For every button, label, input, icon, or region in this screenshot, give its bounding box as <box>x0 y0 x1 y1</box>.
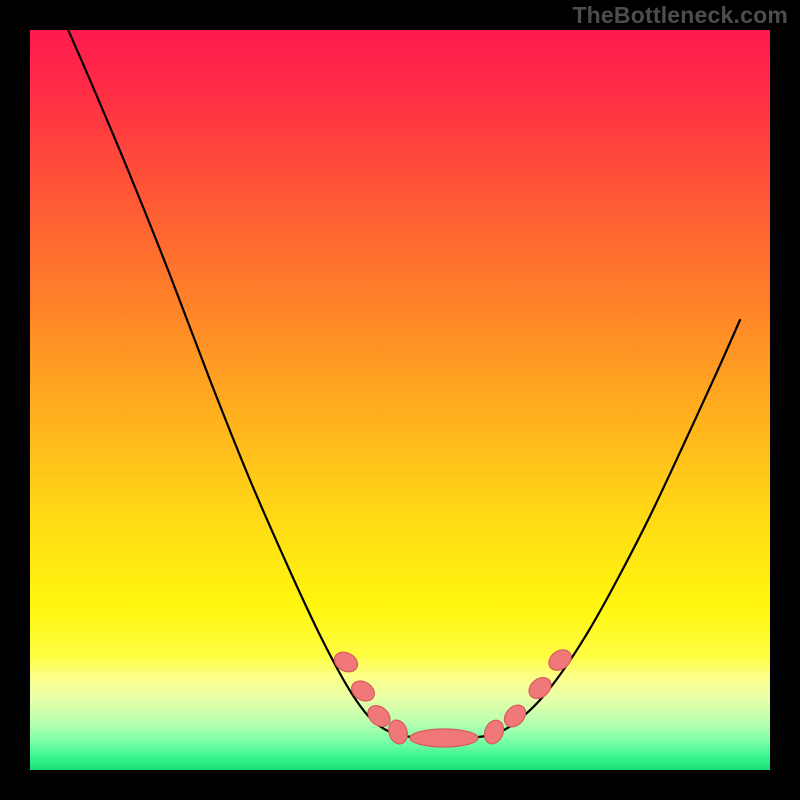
curve-marker <box>410 729 478 747</box>
watermark-text: TheBottleneck.com <box>572 2 788 29</box>
gradient-bg <box>30 30 770 770</box>
chart-svg <box>0 0 800 800</box>
